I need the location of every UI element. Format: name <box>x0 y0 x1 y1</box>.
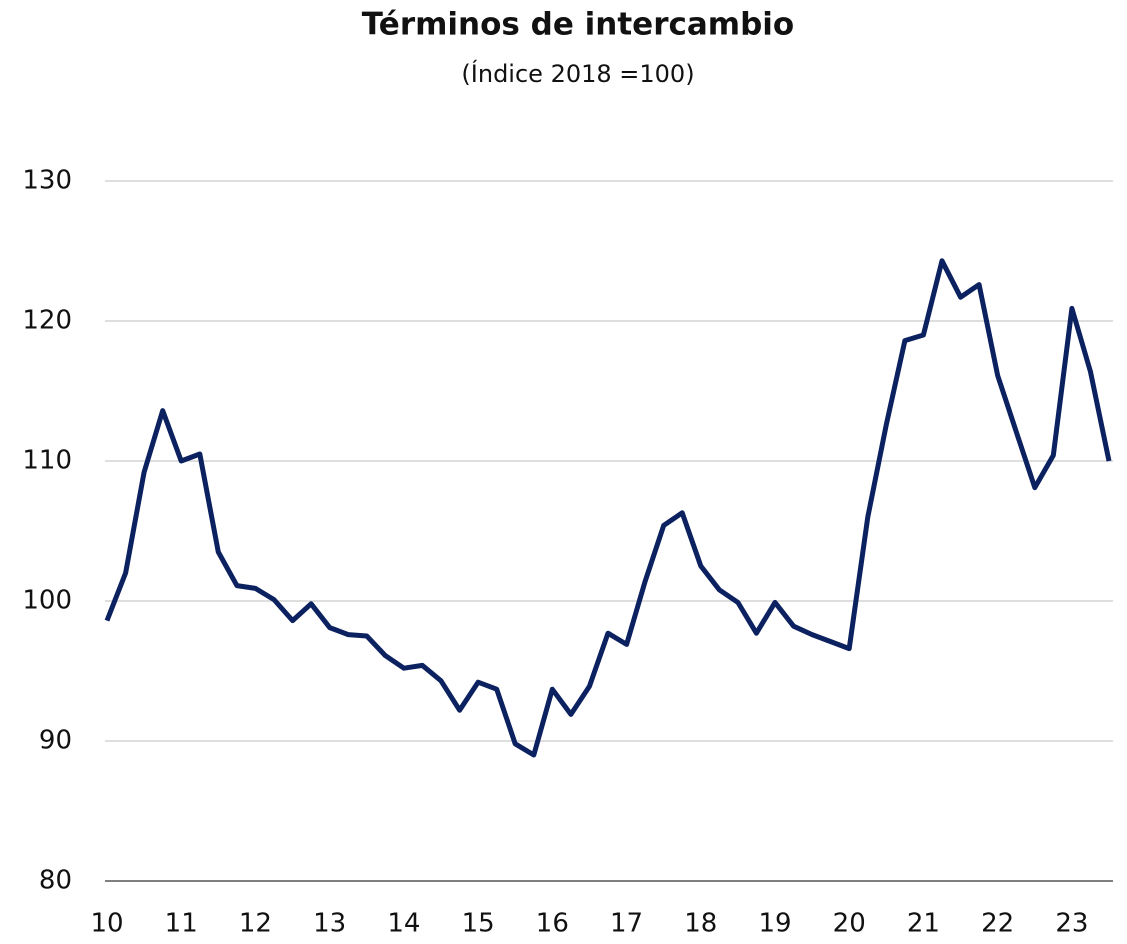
y-tick-label: 120 <box>22 306 72 336</box>
x-tick-label: 14 <box>387 909 420 939</box>
x-tick-label: 21 <box>907 909 940 939</box>
x-tick-label: 12 <box>239 909 272 939</box>
x-tick-label: 10 <box>90 909 123 939</box>
x-tick-label: 23 <box>1055 909 1088 939</box>
x-tick-label: 22 <box>981 909 1014 939</box>
x-tick-label: 20 <box>833 909 866 939</box>
x-tick-label: 11 <box>165 909 198 939</box>
data-line <box>104 258 1112 758</box>
y-tick-label: 110 <box>22 446 72 476</box>
x-tick-label: 17 <box>610 909 643 939</box>
x-tick-label: 19 <box>758 909 791 939</box>
y-tick-label: 90 <box>39 726 72 756</box>
y-tick-label: 130 <box>22 166 72 196</box>
y-tick-label: 80 <box>39 866 72 896</box>
chart-subtitle: (Índice 2018 =100) <box>461 59 694 88</box>
x-tick-label: 18 <box>684 909 717 939</box>
y-tick-label: 100 <box>22 586 72 616</box>
chart-title: Términos de intercambio <box>362 7 794 43</box>
x-tick-label: 16 <box>536 909 569 939</box>
x-tick-label: 15 <box>462 909 495 939</box>
x-tick-label: 13 <box>313 909 346 939</box>
